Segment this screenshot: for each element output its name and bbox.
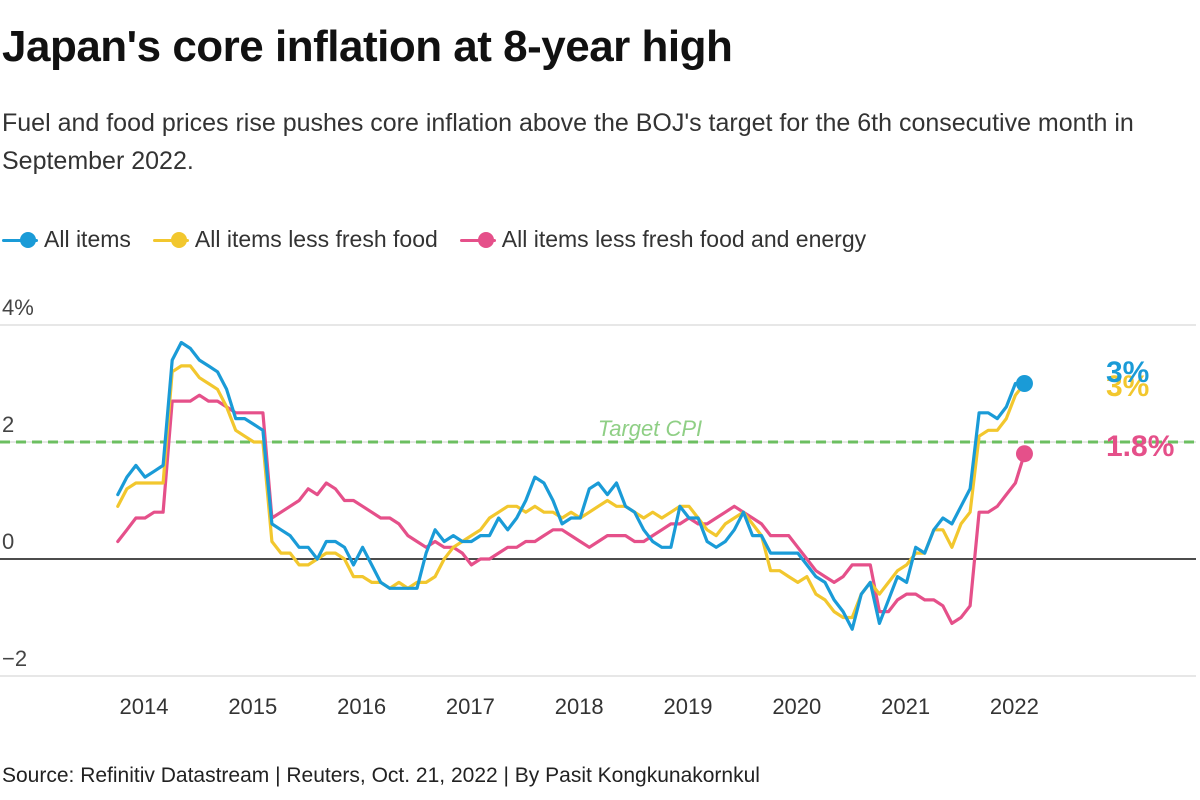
series-end-point-0 xyxy=(1015,375,1033,392)
legend-item-all-items: All items xyxy=(2,226,131,253)
series-line-2 xyxy=(116,393,1027,625)
y-tick-label: 4% xyxy=(2,295,34,320)
legend-swatch-all-items xyxy=(2,231,38,248)
series-end-label-2: 1.8% xyxy=(1106,430,1174,463)
x-tick-label: 2018 xyxy=(555,694,604,719)
chart-title: Japan's core inflation at 8-year high xyxy=(2,22,733,71)
legend: All items All items less fresh food All … xyxy=(2,226,866,253)
x-tick-label: 2014 xyxy=(120,694,169,719)
x-tick-label: 2020 xyxy=(772,694,821,719)
series-end-label-1: 3% xyxy=(1106,370,1149,403)
x-tick-label: 2017 xyxy=(446,694,495,719)
x-tick-label: 2021 xyxy=(881,694,930,719)
series-end-point-2 xyxy=(1015,445,1033,463)
legend-label-less-fresh-food: All items less fresh food xyxy=(194,226,438,252)
series-end-label-0: 3% xyxy=(1106,356,1149,389)
legend-label-less-fresh-food-energy: All items less fresh food and energy xyxy=(501,226,867,252)
x-tick-label: 2019 xyxy=(664,694,713,719)
x-tick-label: 2022 xyxy=(990,694,1039,719)
y-tick-label: 2 xyxy=(2,412,14,437)
x-tick-label: 2015 xyxy=(228,694,277,719)
line-chart: 4% 2 0 −2 2014 2015 2016 2017 2018 2019 2020 2021 20… xyxy=(0,295,1196,719)
legend-swatch-less-fresh-food xyxy=(152,231,189,248)
legend-swatch-less-fresh-food-energy xyxy=(459,231,496,248)
source-note: Source: Refinitiv Datastream | Reuters, … xyxy=(2,764,760,787)
chart-subtitle: Fuel and food prices rise pushes core in… xyxy=(2,109,1134,175)
legend-item-less-fresh-food-energy: All items less fresh food and energy xyxy=(459,226,867,253)
y-tick-label: −2 xyxy=(2,646,27,671)
x-tick-label: 2016 xyxy=(337,694,386,719)
legend-label-all-items: All items xyxy=(44,226,131,252)
target-cpi-label: Target CPI xyxy=(598,416,702,441)
series-line-1 xyxy=(116,364,1027,620)
legend-item-less-fresh-food: All items less fresh food xyxy=(152,226,438,253)
series-line-0 xyxy=(116,340,1027,631)
y-tick-label: 0 xyxy=(2,529,14,554)
